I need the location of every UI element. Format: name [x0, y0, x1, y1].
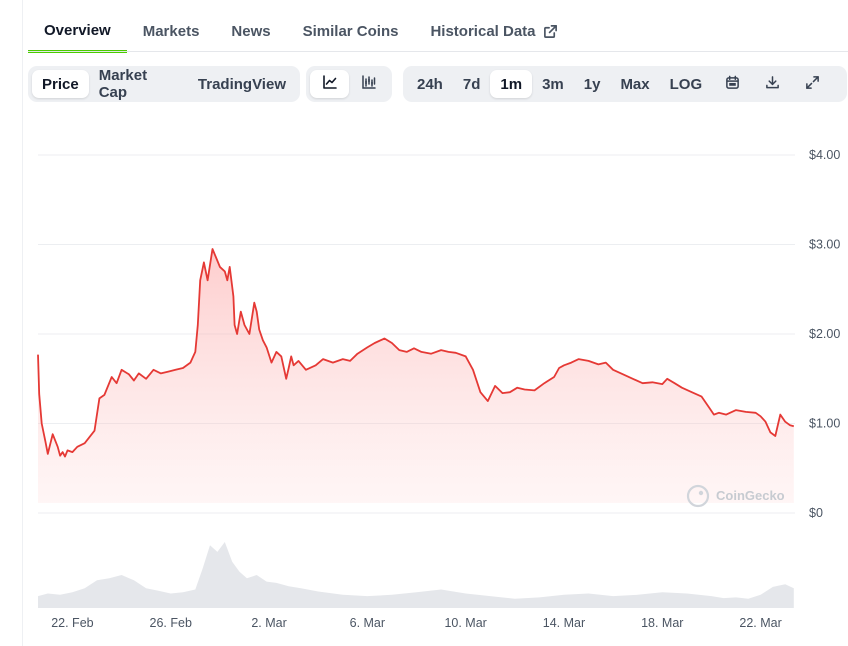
button-label: LOG — [669, 75, 703, 93]
price-view-button[interactable]: Price — [32, 70, 89, 98]
calendar-icon — [725, 75, 740, 94]
x-tick-label: 18. Mar — [641, 616, 683, 630]
tab-label: Overview — [44, 21, 111, 39]
range-1m-button[interactable]: 1m — [490, 70, 533, 98]
button-label: 1y — [583, 75, 601, 93]
x-tick-label: 22. Mar — [739, 616, 781, 630]
y-tick-label: $3.00 — [809, 238, 840, 252]
volume-area — [38, 542, 794, 608]
line-chart-button[interactable] — [310, 70, 349, 98]
candlestick-chart-button[interactable] — [349, 70, 388, 98]
range-max-button[interactable]: Max — [610, 70, 659, 98]
y-axis: $0 $1.00 $2.00 $3.00 $4.00 — [809, 148, 840, 520]
y-tick-label: $2.00 — [809, 327, 840, 341]
x-tick-label: 22. Feb — [51, 616, 93, 630]
x-tick-label: 10. Mar — [444, 616, 486, 630]
x-tick-label: 6. Mar — [350, 616, 385, 630]
tab-label: Historical Data — [430, 22, 536, 40]
range-3m-button[interactable]: 3m — [532, 70, 574, 98]
tab-label: Similar Coins — [302, 22, 399, 40]
tradingview-view-button[interactable]: TradingView — [188, 70, 296, 98]
tab-similar-coins[interactable]: Similar Coins — [287, 10, 415, 52]
y-tick-label: $0 — [809, 506, 823, 520]
x-tick-label: 2. Mar — [251, 616, 286, 630]
expand-icon — [805, 75, 820, 94]
price-line — [37, 248, 795, 458]
line-chart-icon — [322, 74, 338, 94]
tab-news[interactable]: News — [215, 10, 286, 52]
log-scale-button[interactable]: LOG — [660, 70, 713, 98]
range-24h-button[interactable]: 24h — [407, 70, 453, 98]
button-label: 24h — [417, 75, 443, 93]
watermark-text: CoinGecko — [716, 488, 785, 503]
market-cap-view-button[interactable]: Market Cap — [89, 67, 188, 101]
download-button[interactable] — [752, 70, 792, 98]
candlestick-chart-icon — [361, 74, 377, 94]
chart-type-selector — [306, 66, 392, 102]
external-link-icon — [543, 24, 558, 39]
button-label: Max — [620, 75, 650, 93]
tabs-divider — [28, 51, 848, 52]
y-tick-label: $1.00 — [809, 417, 840, 431]
button-label: TradingView — [197, 75, 286, 93]
download-icon — [765, 75, 780, 94]
tab-label: News — [231, 22, 271, 40]
panel-border — [22, 0, 23, 646]
coingecko-watermark: CoinGecko — [686, 484, 785, 508]
coingecko-logo-icon — [686, 484, 710, 508]
x-tick-label: 14. Mar — [543, 616, 585, 630]
range-selector: 24h 7d 1m 3m 1y Max LOG — [403, 66, 847, 102]
fullscreen-button[interactable] — [792, 70, 832, 98]
range-7d-button[interactable]: 7d — [453, 70, 491, 98]
tab-markets[interactable]: Markets — [127, 10, 216, 52]
range-1y-button[interactable]: 1y — [574, 70, 611, 98]
date-range-button[interactable] — [712, 70, 752, 98]
button-label: Price — [42, 75, 79, 93]
button-label: 3m — [542, 75, 564, 93]
tab-historical-data[interactable]: Historical Data — [414, 10, 573, 52]
x-axis: 22. Feb 26. Feb 2. Mar 6. Mar 10. Mar 14. Mar… — [51, 616, 782, 630]
tab-label: Markets — [142, 22, 200, 40]
button-label: 1m — [500, 75, 523, 93]
price-area-fill — [38, 249, 794, 503]
y-tick-label: $4.00 — [809, 148, 840, 162]
coingecko-logo-eye — [698, 490, 704, 496]
button-label: Market Cap — [98, 67, 148, 101]
view-selector: Price Market Cap TradingView — [28, 66, 300, 102]
button-label: 7d — [462, 75, 481, 93]
x-tick-label: 26. Feb — [150, 616, 192, 630]
coin-tabs: Overview Markets News Similar Coins Hist… — [28, 10, 574, 53]
